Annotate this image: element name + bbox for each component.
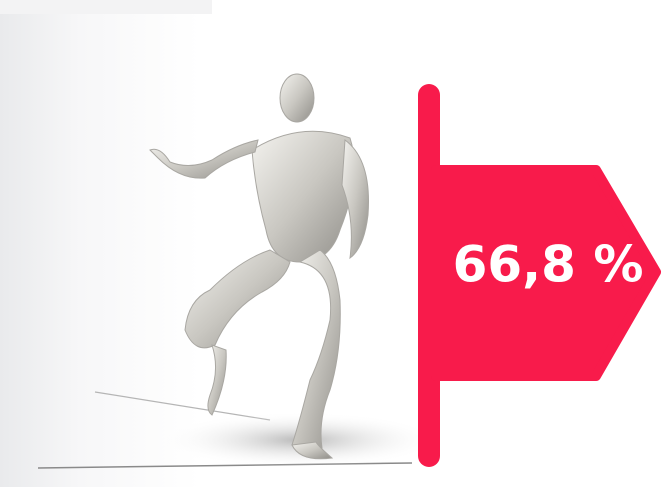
scene: 66,8 % [0, 0, 666, 487]
badge-label: 66,8 % [453, 236, 644, 294]
page: 66,8 % (() => { const data = JSON.parse(… [0, 0, 666, 487]
top-strip [0, 0, 212, 14]
